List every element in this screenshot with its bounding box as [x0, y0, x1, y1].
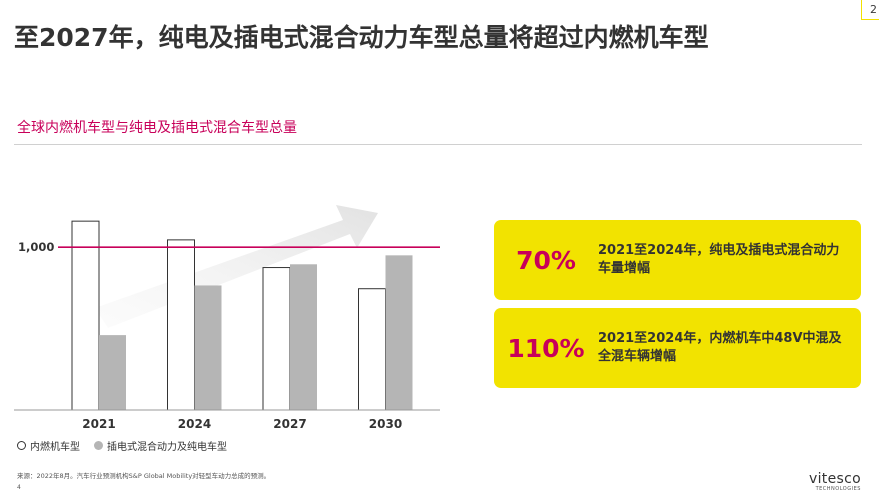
- stat-description: 2021至2024年，纯电及插电式混合动力车量增幅: [598, 243, 840, 276]
- stat-card-ev-growth: 70% 2021至2024年，纯电及插电式混合动力车量增幅: [494, 220, 861, 300]
- stat-card-hybrid-growth: 110% 2021至2024年，内燃机车中48V中混及全混车辆增幅: [494, 308, 861, 388]
- bar-ice-2030: [358, 288, 386, 411]
- legend-label-ev: 插电式混合动力及纯电车型: [107, 442, 227, 453]
- x-tick-label-2024: 2024: [178, 417, 211, 431]
- chart-title: 全球内燃机车型与纯电及插电式混合车型总量: [17, 120, 297, 136]
- x-tick-label-2021: 2021: [82, 417, 115, 431]
- bar-ev-2030: [385, 255, 413, 410]
- legend-circle-icon: [17, 441, 26, 450]
- bar-ev-2024: [194, 285, 222, 410]
- stat-description: 2021至2024年，内燃机车中48V中混及全混车辆增幅: [598, 331, 842, 364]
- page-title: 至2027年，纯电及插电式混合动力车型总量将超过内燃机车型: [14, 23, 709, 52]
- source-footnote: 来源：2022年8月。汽车行业预测机构S&P Global Mobility对轻…: [17, 472, 271, 480]
- chart-legend: 内燃机车型 插电式混合动力及纯电车型: [17, 438, 241, 453]
- title-divider: [14, 144, 862, 145]
- legend-item-ice: 内燃机车型: [17, 438, 80, 453]
- page-number: 2: [861, 0, 879, 20]
- logo-wordmark: vitesco: [809, 471, 861, 487]
- trend-arrow: [95, 205, 378, 328]
- legend-item-ev: 插电式混合动力及纯电车型: [94, 438, 227, 453]
- bar-ice-2021: [71, 220, 100, 411]
- bar-chart: 1,000 2021 2024 2027 2030: [14, 205, 440, 431]
- logo-subtitle: TECHNOLOGIES: [815, 486, 861, 492]
- bar-ev-2021: [99, 335, 126, 410]
- bar-ice-2024: [167, 239, 195, 411]
- legend-dot-icon: [94, 441, 103, 450]
- bar-ice-2027: [262, 267, 291, 411]
- reference-line-label: 1,000: [18, 240, 54, 254]
- legend-label-ice: 内燃机车型: [30, 442, 80, 453]
- stat-value: 110%: [507, 333, 585, 363]
- stat-value: 70%: [516, 245, 576, 275]
- slide-number: 4: [17, 484, 21, 491]
- x-tick-label-2027: 2027: [273, 417, 306, 431]
- x-tick-label-2030: 2030: [369, 417, 402, 431]
- bar-ev-2027: [290, 264, 317, 410]
- company-logo: vitesco TECHNOLOGIES: [809, 472, 861, 492]
